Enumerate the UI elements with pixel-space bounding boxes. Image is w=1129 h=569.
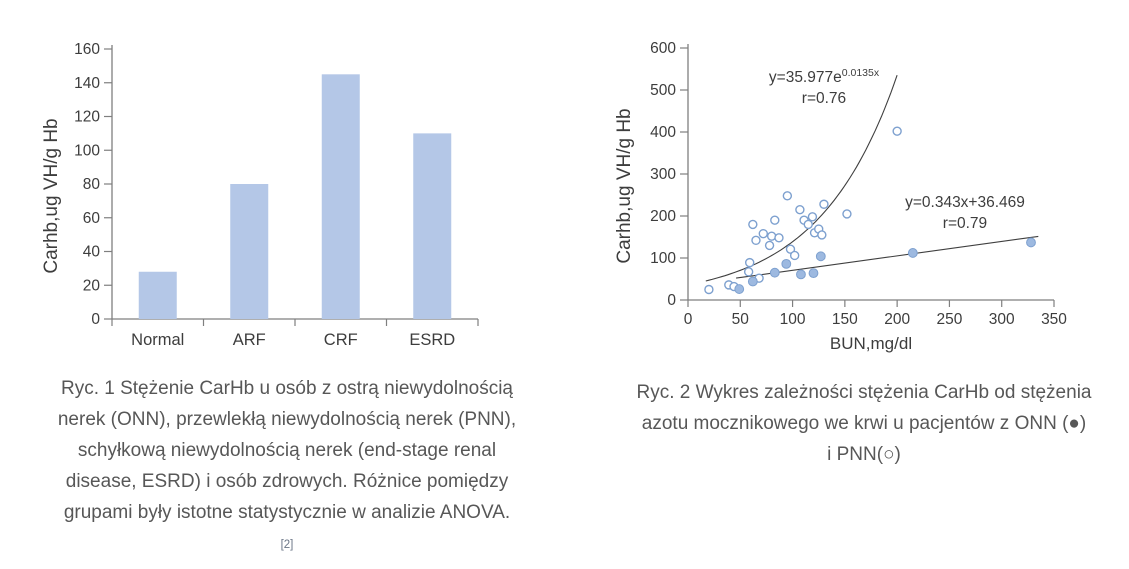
fit-equation-label: y=0.343x+36.469 xyxy=(905,194,1025,211)
scatter-point-pnn xyxy=(807,212,818,222)
bar xyxy=(321,74,360,319)
y-tick-label: 0 xyxy=(667,292,676,309)
y-tick-label: 300 xyxy=(650,166,676,183)
y-tick-label: 100 xyxy=(74,142,100,159)
x-category-label: CRF xyxy=(324,331,358,349)
scatter-point-pnn xyxy=(785,244,796,254)
y-tick-label: 40 xyxy=(83,244,101,261)
y-tick-label: 160 xyxy=(74,41,100,58)
y-tick-label: 100 xyxy=(650,250,676,267)
scatter-point-onn xyxy=(734,284,745,294)
scatter-point-pnn xyxy=(764,240,775,251)
y-tick-label: 60 xyxy=(83,210,101,227)
y-tick-label: 80 xyxy=(83,176,101,193)
scatter-point-pnn xyxy=(842,209,852,219)
y-axis-title: Carhb,ug VH/g Hb xyxy=(41,118,62,273)
y-tick-label: 0 xyxy=(91,311,100,328)
bar xyxy=(413,133,452,319)
x-tick-label: 150 xyxy=(832,311,858,328)
x-tick-label: 350 xyxy=(1041,311,1067,328)
y-tick-label: 400 xyxy=(650,124,676,141)
scatter-point-onn xyxy=(808,268,819,279)
scatter-point-onn xyxy=(1026,237,1036,248)
scatter-point-pnn xyxy=(819,199,829,209)
x-tick-label: 100 xyxy=(780,311,806,328)
x-tick-label: 0 xyxy=(684,311,693,328)
scatter-point-pnn xyxy=(789,250,800,261)
figure-1-caption: Ryc. 1 Stężenie CarHb u osób z ostrą nie… xyxy=(57,378,517,523)
x-tick-label: 250 xyxy=(936,311,962,328)
bar xyxy=(230,184,269,319)
x-category-label: ESRD xyxy=(409,331,455,349)
x-category-label: Normal xyxy=(131,331,184,349)
scatter-point-onn xyxy=(796,269,806,280)
scatter-point-onn xyxy=(769,267,780,278)
scatter-point-pnn xyxy=(744,257,755,268)
bar xyxy=(138,271,177,319)
scatter-point-pnn xyxy=(704,284,714,295)
x-tick-label: 300 xyxy=(989,311,1015,328)
figure-2-caption: Ryc. 2 Wykres zależności stężenia CarHb … xyxy=(636,382,1092,465)
scatter-point-pnn xyxy=(803,219,813,230)
y-tick-label: 200 xyxy=(650,208,676,225)
y-tick-label: 120 xyxy=(74,109,100,126)
scatter-point-pnn xyxy=(892,126,902,136)
exp-fit-line xyxy=(705,75,898,282)
scatter-point-pnn xyxy=(748,219,758,230)
scatter-point-pnn xyxy=(770,215,780,225)
y-axis-title: Carhb,ug VH/g Hb xyxy=(614,108,635,263)
scatter-point-onn xyxy=(815,251,826,262)
x-tick-label: 50 xyxy=(732,311,750,328)
scatter-point-pnn xyxy=(782,191,793,201)
scatter-point-pnn xyxy=(743,267,754,277)
x-category-label: ARF xyxy=(233,331,266,349)
scatter-point-pnn xyxy=(795,204,805,215)
y-tick-label: 140 xyxy=(74,75,100,92)
scatter-point-onn xyxy=(781,258,792,269)
bar-chart: 0 20 40 60 80 100 120 140 160 Normal ARF CRF ESRD Car… xyxy=(41,41,479,349)
citation-link[interactable]: [2] xyxy=(280,539,294,551)
linear-fit-line xyxy=(736,235,1039,279)
scatter-point-onn xyxy=(907,248,918,258)
scatter-point-pnn xyxy=(817,230,827,240)
y-tick-label: 600 xyxy=(650,40,676,57)
x-tick-label: 200 xyxy=(884,311,910,328)
fit-equation-label: y=35.977e0.0135x xyxy=(769,67,880,86)
y-tick-label: 20 xyxy=(83,277,101,294)
scatter-point-pnn xyxy=(774,233,784,243)
x-axis-title: BUN,mg/dl xyxy=(830,334,912,353)
scatter-point-pnn xyxy=(758,228,768,239)
y-tick-label: 500 xyxy=(650,82,676,99)
scatter-chart: 0 100 200 300 400 500 600 0 50 100 150 200 250 300 350… xyxy=(614,40,1067,353)
scatter-point-onn xyxy=(747,276,758,287)
fit-r-label: r=0.79 xyxy=(943,215,987,232)
scatter-point-pnn xyxy=(751,235,761,246)
fit-r-label: r=0.76 xyxy=(802,90,846,107)
